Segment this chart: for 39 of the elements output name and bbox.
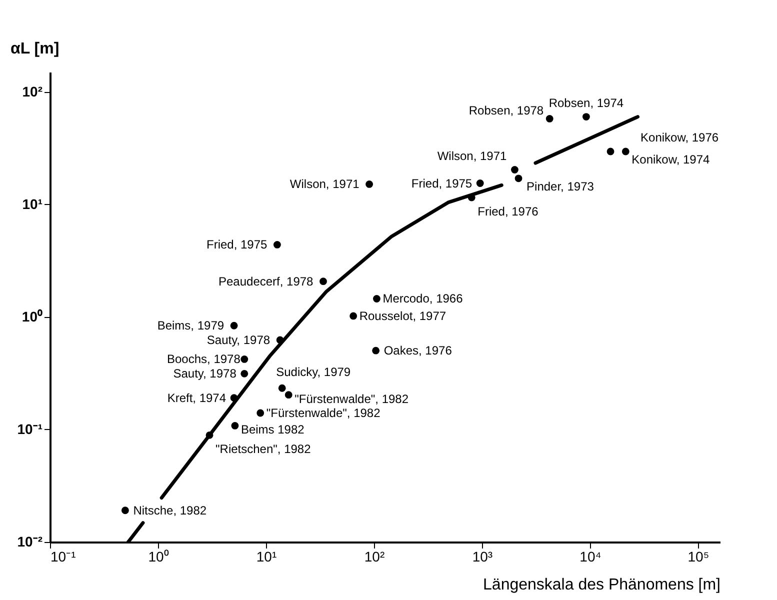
annotation: Fried, 1976 [478,204,539,219]
annotation: Sudicky, 1979 [276,365,351,380]
x-tick-label: 10⁻¹ [50,548,76,564]
x-axis-title: Längenskala des Phänomens [m] [483,576,720,594]
annotation: Kreft, 1974 [167,390,226,405]
x-tick-label: 10² [364,548,385,564]
annotation: Wilson, 1971 [437,148,508,163]
annotation: Konikow, 1974 [632,152,710,166]
annotation: "Fürstenwalde", 1982 [294,392,409,406]
y-tick-label: 10² [22,83,43,100]
annotation: Fried, 1975 [411,176,472,190]
annotation: Pinder, 1973 [526,179,594,194]
x-tick-label: 10³ [472,548,493,564]
annotation: Robsen, 1974 [548,96,624,110]
y-tick-label: 10⁻¹ [17,420,43,437]
annotation: Robsen, 1978 [468,104,544,118]
annotation: Nitsche, 1982 [133,503,207,518]
annotation: Boochs, 1978 [167,352,241,366]
annotation: Oakes, 1976 [384,344,452,358]
y-tick-label: 10¹ [22,196,43,212]
annotation: Sauty, 1978 [173,366,237,381]
annotation: "Rietschen", 1982 [216,442,312,456]
annotation: Konikow, 1976 [640,130,719,144]
x-tick-label: 10⁵ [688,548,710,564]
annotation: Beims 1982 [240,422,305,437]
x-tick-label: 10⁴ [580,548,602,564]
x-tick-label: 10¹ [256,548,277,564]
x-tick-label: 10⁰ [148,548,169,564]
annotation: "Fürstenwalde", 1982 [266,406,381,420]
annotation: Beims, 1979 [157,318,224,333]
y-tick-label: 10⁰ [22,308,42,324]
annotation: Wilson, 1971 [290,177,360,192]
annotation: Sauty, 1978 [206,332,270,347]
y-axis-title: αL [m] [10,40,60,58]
annotation: Mercodo, 1966 [382,292,464,306]
annotation: Fried, 1975 [206,238,268,252]
annotation: Rousselot, 1977 [359,308,446,323]
annotation: Peaudecerf, 1978 [218,274,314,288]
y-tick-label: 10⁻² [17,534,43,550]
